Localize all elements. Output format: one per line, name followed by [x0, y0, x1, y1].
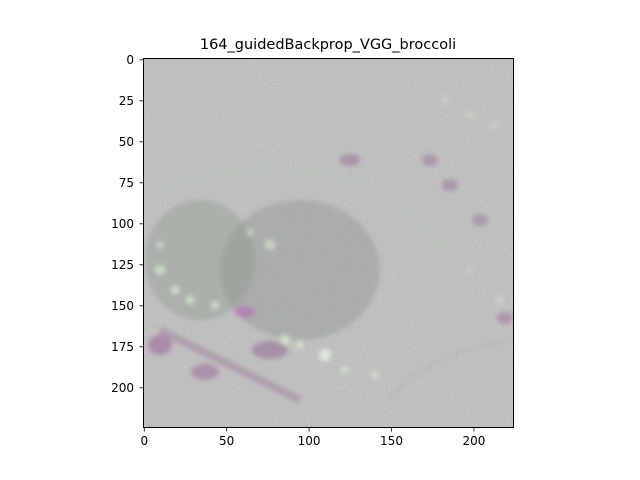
x-tick-label: 50: [219, 434, 234, 448]
x-tick-label: 100: [298, 434, 321, 448]
saliency-image: [144, 59, 513, 427]
axes-frame: [143, 58, 514, 428]
x-tick-label: 200: [462, 434, 485, 448]
x-tick-label: 150: [380, 434, 403, 448]
y-tick-label: 150: [111, 299, 134, 313]
y-tick-label: 50: [119, 135, 134, 149]
x-axis: 0 50 100 150 200: [140, 427, 485, 448]
y-tick-label: 200: [111, 381, 134, 395]
figure-title: 164_guidedBackprop_VGG_broccoli: [200, 37, 456, 53]
y-axis: 0 25 50 75 100 125 150 175 200: [111, 53, 144, 395]
y-tick-label: 25: [119, 94, 134, 108]
y-tick-label: 100: [111, 217, 134, 231]
y-tick-label: 75: [119, 176, 134, 190]
y-tick-label: 0: [126, 53, 134, 67]
x-tick-label: 0: [140, 434, 148, 448]
y-tick-label: 175: [111, 340, 134, 354]
y-tick-label: 125: [111, 258, 134, 272]
